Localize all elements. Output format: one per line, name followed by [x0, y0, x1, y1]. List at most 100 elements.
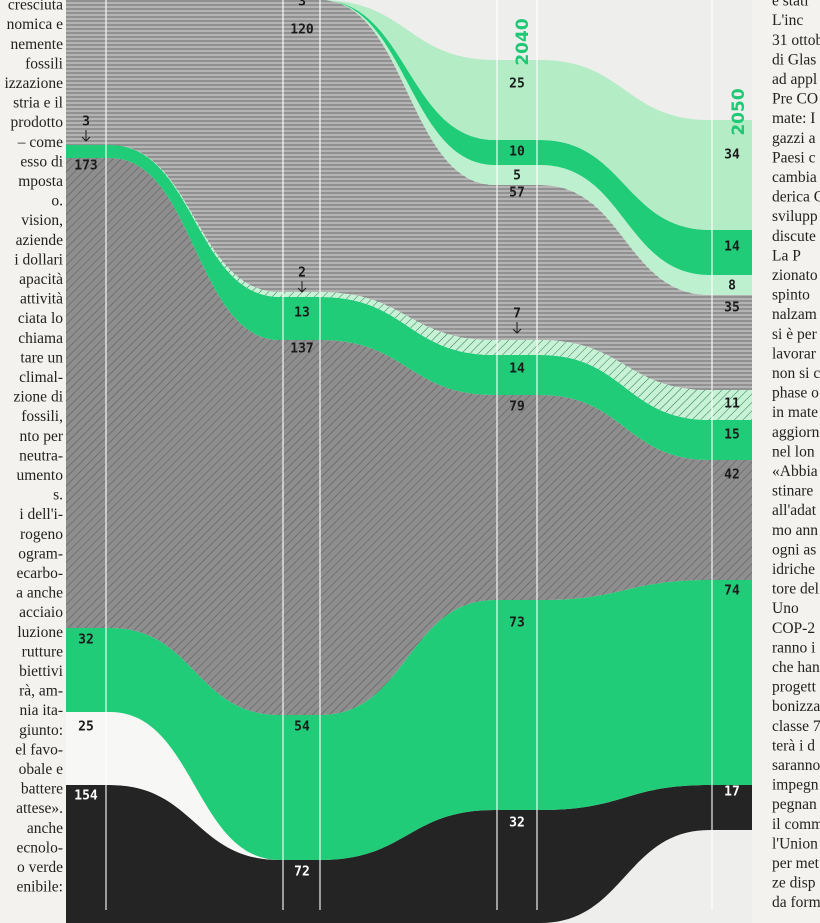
- band: [66, 0, 752, 230]
- text-line: fossili,: [21, 408, 63, 425]
- value-label: 25: [78, 720, 94, 735]
- year-label: 2040: [513, 18, 533, 65]
- value-label: 5: [513, 169, 521, 184]
- text-line: terà i d: [772, 737, 815, 754]
- value-label: 120: [290, 23, 314, 38]
- text-line: mo ann: [772, 522, 818, 539]
- band: [66, 580, 752, 860]
- text-line: luzione: [17, 624, 63, 641]
- text-line: mposta: [18, 173, 63, 190]
- text-line: non si c: [772, 365, 820, 382]
- value-label: 2: [298, 266, 306, 281]
- text-line: zione di: [14, 389, 64, 406]
- text-line: nomica e: [7, 16, 63, 33]
- band: [66, 158, 752, 715]
- text-line: per met: [772, 855, 820, 872]
- text-line: all'adat: [772, 502, 817, 519]
- value-label: 73: [509, 616, 525, 631]
- text-line: enibile:: [17, 879, 64, 896]
- text-line: climal-: [19, 369, 63, 386]
- text-line: ogni as: [772, 541, 816, 558]
- text-line: apacità: [19, 271, 63, 288]
- text-line: Pre CO: [772, 91, 818, 108]
- value-label: 173: [74, 159, 97, 174]
- value-label: 14: [509, 362, 525, 377]
- value-label: 35: [724, 301, 740, 316]
- text-line: e stati: [772, 0, 809, 10]
- text-line: attività: [20, 291, 63, 308]
- text-line: cambia: [772, 169, 817, 186]
- text-line: giunto:: [19, 722, 63, 739]
- text-line: o verde: [17, 859, 63, 876]
- text-line: gazzi a: [772, 130, 816, 147]
- text-line: rà, am-: [19, 683, 63, 700]
- text-line: saranno: [772, 757, 820, 774]
- value-label: 137: [290, 342, 313, 357]
- text-line: 31 ottob: [772, 32, 820, 49]
- text-line: obale e: [19, 761, 63, 778]
- text-line: esso di: [20, 153, 63, 170]
- value-label: 13: [294, 306, 310, 321]
- text-line: o.: [51, 193, 63, 210]
- text-line: a anche: [16, 585, 63, 602]
- year-label: 2050: [729, 88, 749, 135]
- value-label: 34: [724, 148, 740, 163]
- labels: 3 173 32 25 154 3 120 2 13 137 54 72 25 10 5 57 7 14 79 73 3…: [74, 0, 740, 880]
- text-line: derica C: [772, 189, 820, 206]
- text-line: tore del: [772, 581, 819, 598]
- value-label: 25: [509, 77, 525, 92]
- band: [66, 785, 752, 923]
- arrow: [297, 281, 307, 293]
- text-line: in mate: [772, 404, 818, 421]
- text-line: phase o: [772, 385, 819, 402]
- guides: [105, 0, 713, 910]
- text-line: aziende: [16, 232, 63, 249]
- value-label: 3: [298, 0, 306, 10]
- text-line: mate: I: [772, 110, 815, 127]
- text-line: nalzam: [772, 306, 817, 323]
- text-line: che han: [772, 659, 820, 676]
- value-label: 74: [724, 584, 740, 599]
- text-line: L'inc: [772, 12, 803, 29]
- text-line: si è per: [772, 326, 818, 343]
- text-line: el favo-: [15, 741, 63, 758]
- text-line: ecnolo-: [17, 839, 63, 856]
- text-line: bonizza: [772, 698, 820, 715]
- text-line: nto per: [20, 428, 64, 445]
- text-line: l'Union: [772, 835, 818, 852]
- text-line: cresciuta: [8, 0, 63, 14]
- text-line: «Abbia: [772, 463, 818, 480]
- text-line: classe 7: [772, 718, 820, 735]
- value-label: 3: [82, 115, 90, 130]
- text-line: nia ita-: [20, 702, 63, 719]
- text-line: umento: [17, 467, 64, 484]
- text-line: zionato: [772, 267, 818, 284]
- value-label: 15: [724, 428, 740, 443]
- text-line: Uno: [772, 600, 799, 617]
- value-label: 54: [294, 720, 310, 735]
- value-label: 154: [74, 789, 98, 804]
- text-line: ciata lo: [18, 310, 63, 327]
- text-line: progett: [772, 679, 817, 696]
- band: [66, 145, 752, 420]
- text-line: stinare: [772, 483, 813, 500]
- band: [66, 0, 752, 390]
- text-line: rogeno: [20, 526, 63, 543]
- text-line: anche: [27, 820, 63, 837]
- value-label: 8: [728, 279, 736, 294]
- text-line: neutra-: [19, 447, 63, 464]
- text-line: vision,: [21, 212, 63, 229]
- text-line: chiama: [18, 330, 63, 347]
- text-line: izzazione: [4, 75, 63, 92]
- text-line: impegn: [772, 777, 819, 794]
- text-line: il comm: [772, 816, 820, 833]
- text-line: COP-2: [772, 620, 815, 637]
- band: [66, 145, 752, 460]
- text-line: Paesi c: [772, 149, 816, 166]
- value-label: 7: [513, 307, 521, 322]
- text-line: prodotto: [10, 114, 63, 131]
- text-line: di Glas: [772, 51, 816, 68]
- band: [66, 0, 752, 275]
